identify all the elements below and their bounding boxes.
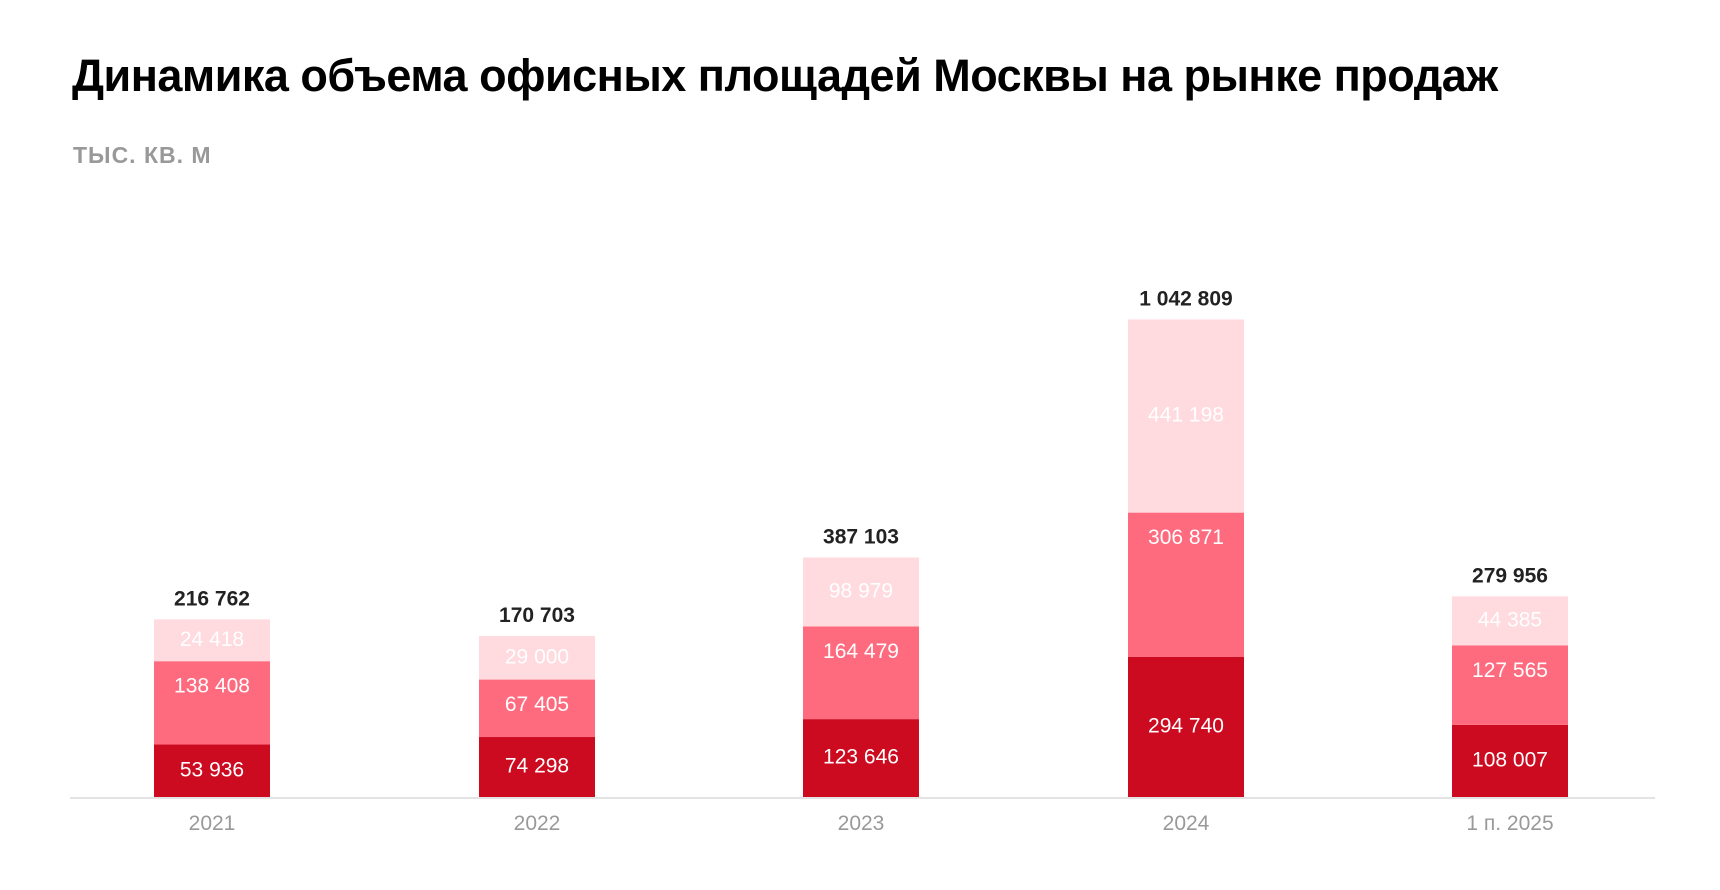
bar-segment-bottom (154, 744, 270, 797)
x-tick-label: 2024 (1163, 812, 1210, 835)
bar-segment-middle (1452, 645, 1568, 725)
bar-segment-top (479, 636, 595, 680)
segment-value-label: 74 298 (505, 755, 569, 778)
x-tick-label: 2023 (838, 812, 885, 835)
x-tick-label: 1 п. 2025 (1466, 812, 1553, 835)
segment-value-label: 67 405 (505, 693, 569, 716)
total-value-label: 170 703 (499, 604, 575, 627)
unit-label: ТЫС. КВ. М (73, 142, 212, 168)
bar-segment-bottom (479, 737, 595, 797)
total-value-label: 1 042 809 (1139, 287, 1232, 310)
segment-value-label: 123 646 (823, 746, 899, 769)
segment-value-label: 441 198 (1148, 404, 1224, 427)
bar-segment-middle (1128, 512, 1244, 658)
bar-segment-top (1452, 596, 1568, 646)
segment-value-label: 44 385 (1478, 608, 1542, 631)
bar-segment-bottom (803, 719, 919, 797)
chart-title: Динамика объема офисных площадей Москвы … (72, 50, 1498, 101)
segment-value-label: 294 740 (1148, 715, 1224, 738)
segment-value-label: 98 979 (829, 579, 893, 602)
segment-value-label: 108 007 (1472, 748, 1548, 771)
segment-value-label: 138 408 (174, 675, 250, 698)
total-value-label: 216 762 (174, 587, 250, 610)
segment-value-label: 306 871 (1148, 526, 1224, 549)
segment-value-label: 53 936 (180, 758, 244, 781)
bar-segment-top (803, 557, 919, 627)
bar-segment-bottom (1452, 724, 1568, 797)
bar-segment-middle (803, 626, 919, 720)
x-tick-label: 2022 (514, 812, 561, 835)
bar-segment-middle (154, 661, 270, 745)
segment-value-label: 24 418 (180, 628, 244, 651)
total-value-label: 387 103 (823, 525, 899, 548)
x-tick-label: 2021 (189, 812, 236, 835)
bar-segment-top (154, 619, 270, 662)
segment-value-label: 29 000 (505, 645, 569, 668)
total-value-label: 279 956 (1472, 564, 1548, 587)
bar-segment-top (1128, 319, 1244, 513)
segment-value-label: 164 479 (823, 640, 899, 663)
bar-segment-middle (479, 679, 595, 738)
bar-segment-bottom (1128, 657, 1244, 797)
segment-value-label: 127 565 (1472, 659, 1548, 682)
